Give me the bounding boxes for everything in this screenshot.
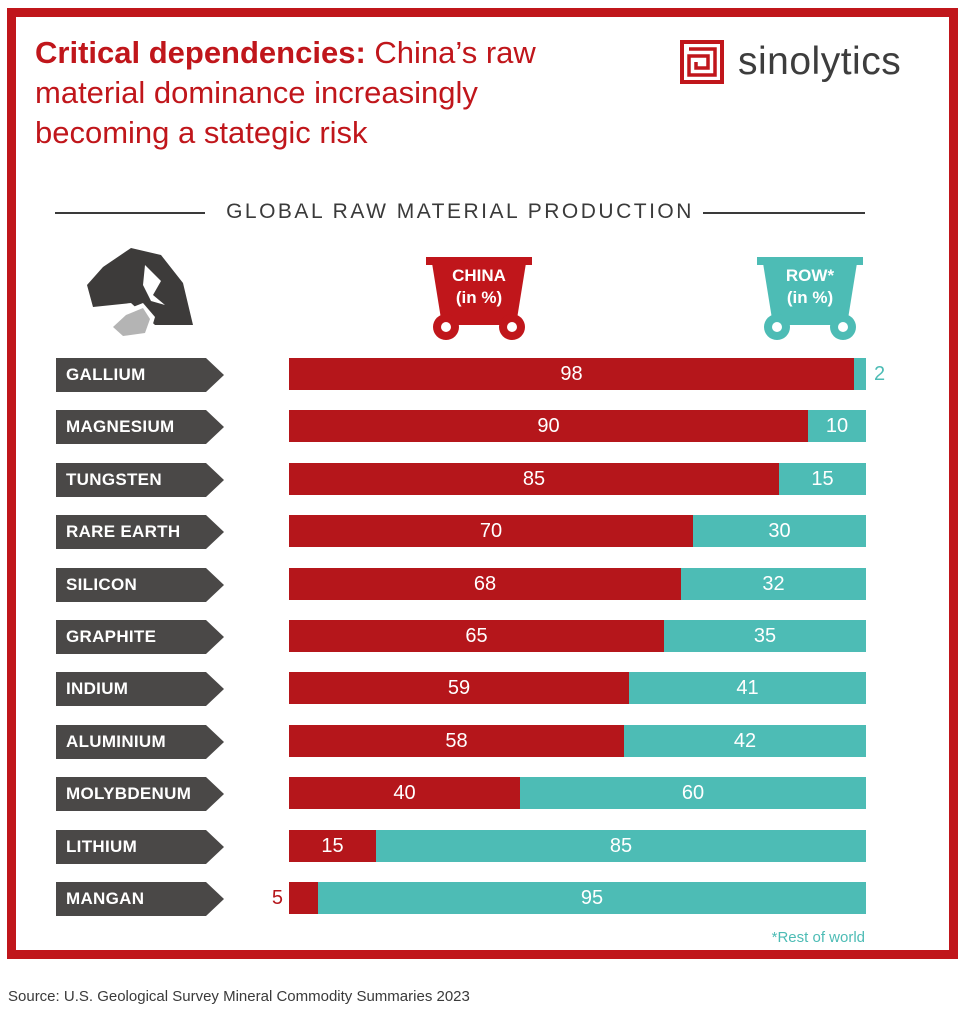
source-note: Source: U.S. Geological Survey Mineral C… xyxy=(8,988,470,1005)
bar-china xyxy=(289,620,664,652)
category-label-text: MANGAN xyxy=(66,889,145,908)
value-label-row: 41 xyxy=(736,677,759,699)
brand-logo: sinolytics xyxy=(680,38,901,86)
title-rest: China’s raw material dominance increasin… xyxy=(35,35,536,150)
row-legend-cart: ROW* (in %) xyxy=(755,255,865,347)
bar-row xyxy=(629,672,866,704)
bar-row xyxy=(664,620,866,652)
category-label-text: RARE EARTH xyxy=(66,522,181,541)
category-label: MANGAN xyxy=(56,882,224,916)
value-label-row: 15 xyxy=(811,468,834,490)
heading-rule-right xyxy=(703,212,865,214)
mining-cart-icon xyxy=(757,257,863,340)
category-label: MOLYBDENUM xyxy=(56,777,224,811)
bar-row xyxy=(808,410,866,442)
bar-row xyxy=(693,515,866,547)
category-label-text: MOLYBDENUM xyxy=(66,784,192,803)
bar-china xyxy=(289,568,681,600)
category-label: GRAPHITE xyxy=(56,620,224,654)
value-label-row: 95 xyxy=(580,887,604,909)
category-label-text: LITHIUM xyxy=(66,837,138,856)
category-label-text: MAGNESIUM xyxy=(66,417,175,436)
bar-row xyxy=(376,830,866,862)
rock-icon xyxy=(87,248,193,341)
value-label-row: 10 xyxy=(825,415,849,437)
category-label: SILICON xyxy=(56,568,224,602)
bar-row xyxy=(854,358,866,390)
value-label-china: 98 xyxy=(560,363,583,385)
bar-china xyxy=(289,463,779,495)
china-legend-line1: CHINA xyxy=(452,266,506,285)
value-label-china: 85 xyxy=(522,468,546,490)
category-label: MAGNESIUM xyxy=(56,410,224,444)
bar-china xyxy=(289,830,376,862)
category-label-text: TUNGSTEN xyxy=(66,470,162,489)
bar-china xyxy=(289,515,693,547)
bar-china xyxy=(289,358,854,390)
value-label-row: 2 xyxy=(874,363,886,385)
bar-row xyxy=(624,725,866,757)
category-label-text: GRAPHITE xyxy=(66,627,157,646)
category-label-text: ALUMINIUM xyxy=(66,732,166,751)
footnote: *Rest of world xyxy=(771,929,865,946)
value-label-china: 65 xyxy=(465,625,488,647)
value-label-china: 68 xyxy=(473,573,497,595)
value-label-china: 58 xyxy=(445,730,468,752)
category-label: GALLIUM xyxy=(56,358,224,392)
value-label-china: 40 xyxy=(393,782,416,804)
category-label-text: INDIUM xyxy=(66,679,129,698)
value-label-row: 85 xyxy=(609,835,633,857)
category-label: RARE EARTH xyxy=(56,515,224,549)
category-label: INDIUM xyxy=(56,672,224,706)
row-legend-line1: ROW* xyxy=(785,266,835,285)
maze-square-icon xyxy=(680,40,724,84)
bar-china xyxy=(289,882,318,914)
value-label-china: 15 xyxy=(321,835,344,857)
bar-china xyxy=(289,410,808,442)
bar-row xyxy=(779,463,866,495)
row-legend-line2: (in %) xyxy=(786,288,834,307)
category-label: TUNGSTEN xyxy=(56,463,224,497)
value-label-row: 35 xyxy=(753,625,777,647)
value-label-row: 30 xyxy=(768,520,791,542)
mining-cart-icon xyxy=(426,257,532,340)
value-label-china: 90 xyxy=(537,415,560,437)
china-legend-line2: (in %) xyxy=(455,288,503,307)
bar-row xyxy=(318,882,866,914)
category-label: ALUMINIUM xyxy=(56,725,224,759)
value-label-row: 32 xyxy=(762,573,785,595)
brand-name: sinolytics xyxy=(738,40,902,83)
china-legend-cart: CHINA (in %) xyxy=(424,255,534,347)
section-heading-text: GLOBAL RAW MATERIAL PRODUCTION xyxy=(218,200,702,223)
value-label-china: 5 xyxy=(271,887,283,909)
bar-china xyxy=(289,672,629,704)
bar-china xyxy=(289,777,520,809)
value-label-china: 59 xyxy=(447,677,471,699)
bar-china xyxy=(289,725,624,757)
value-label-row: 60 xyxy=(681,782,705,804)
value-label-row: 42 xyxy=(733,730,757,752)
bar-row xyxy=(681,568,866,600)
bar-row xyxy=(520,777,866,809)
category-label: LITHIUM xyxy=(56,830,224,864)
category-label-text: SILICON xyxy=(66,575,138,594)
category-label-text: GALLIUM xyxy=(66,365,146,384)
page-title: Critical dependencies: China’s raw mater… xyxy=(35,33,595,153)
section-heading: GLOBAL RAW MATERIAL PRODUCTION xyxy=(55,200,865,224)
heading-rule-left xyxy=(55,212,205,214)
title-lead: Critical dependencies: xyxy=(35,35,366,70)
value-label-china: 70 xyxy=(479,520,503,542)
